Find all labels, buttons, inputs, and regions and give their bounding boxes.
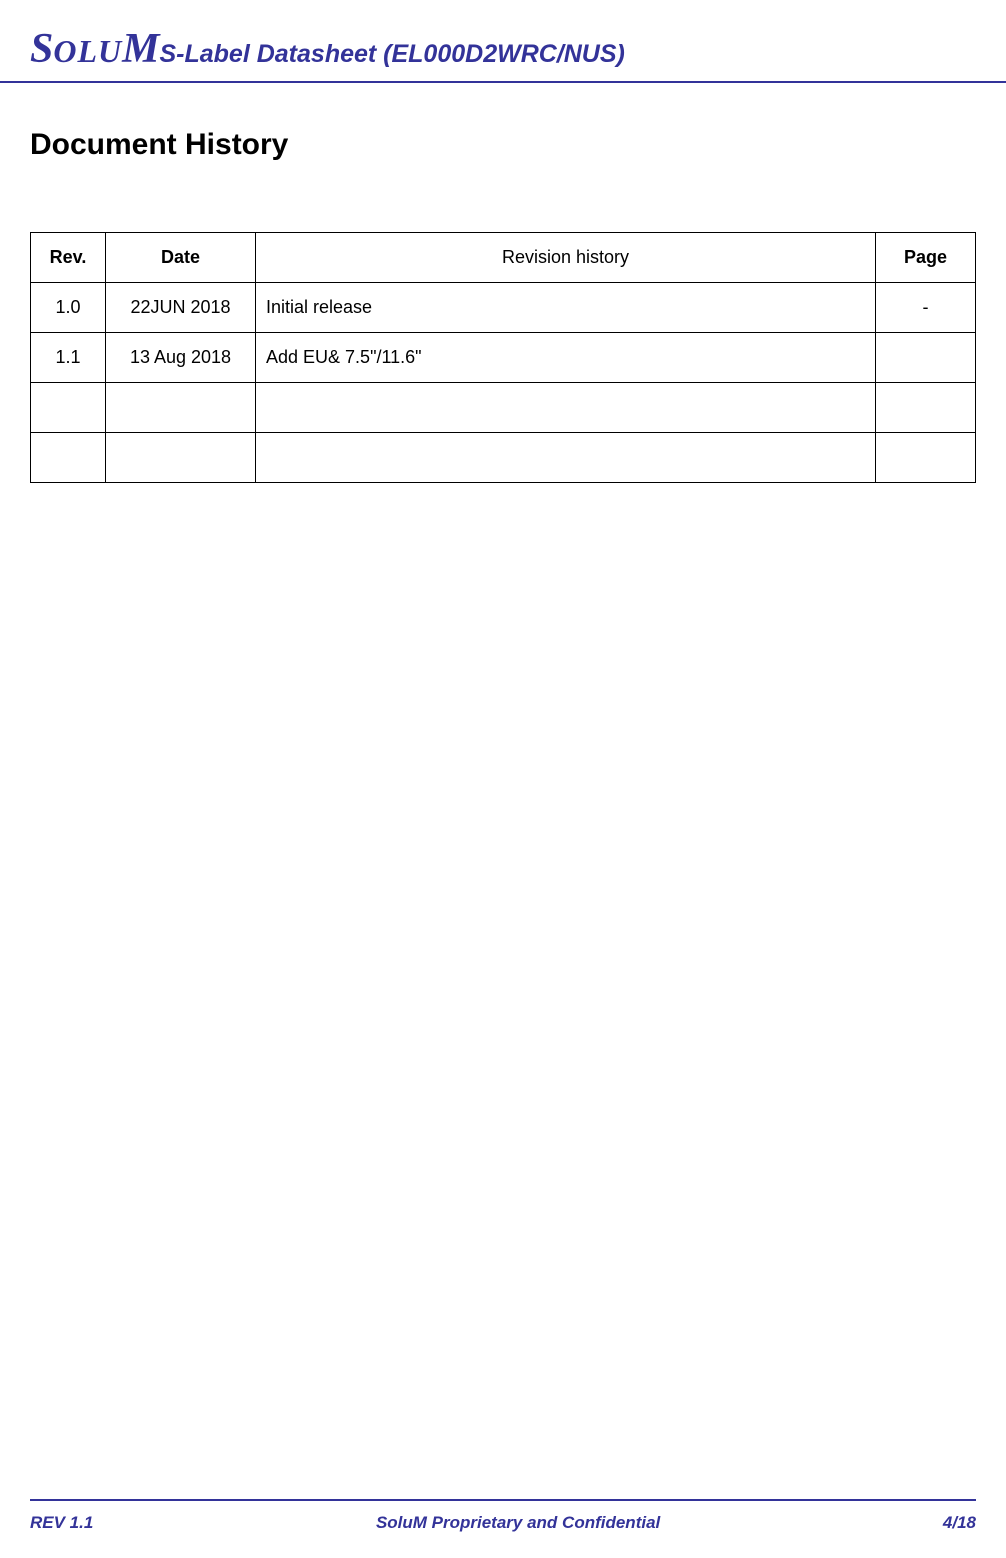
cell-rev [31,433,106,483]
cell-date: 22JUN 2018 [106,283,256,333]
cell-history [256,433,876,483]
footer-rev: REV 1.1 [30,1513,93,1533]
table-row [31,383,976,433]
content: Document History Rev. Date Revision hist… [0,83,1006,483]
logo-olu: OLU [53,33,122,70]
cell-page: - [876,283,976,333]
page-header: S OLU M S-Label Datasheet (EL000D2WRC/NU… [0,0,1006,83]
table-row: 1.0 22JUN 2018 Initial release - [31,283,976,333]
logo-m: M [122,25,159,73]
page-footer: REV 1.1 SoluM Proprietary and Confidenti… [30,1499,976,1533]
history-table: Rev. Date Revision history Page 1.0 22JU… [30,232,976,483]
cell-date [106,433,256,483]
cell-rev: 1.1 [31,333,106,383]
cell-history [256,383,876,433]
footer-center: SoluM Proprietary and Confidential [376,1513,660,1533]
table-row [31,433,976,483]
col-header-page: Page [876,233,976,283]
table-header-row: Rev. Date Revision history Page [31,233,976,283]
cell-rev: 1.0 [31,283,106,333]
cell-page [876,383,976,433]
logo: S OLU M [30,25,159,73]
cell-history: Initial release [256,283,876,333]
document-title: Document History [30,128,976,162]
cell-page [876,333,976,383]
cell-date: 13 Aug 2018 [106,333,256,383]
header-title: S-Label Datasheet (EL000D2WRC/NUS) [159,40,624,73]
col-header-date: Date [106,233,256,283]
cell-page [876,433,976,483]
col-header-history: Revision history [256,233,876,283]
table-row: 1.1 13 Aug 2018 Add EU& 7.5"/11.6" [31,333,976,383]
footer-page: 4/18 [943,1513,976,1533]
cell-rev [31,383,106,433]
logo-s: S [30,25,53,73]
cell-history: Add EU& 7.5"/11.6" [256,333,876,383]
cell-date [106,383,256,433]
col-header-rev: Rev. [31,233,106,283]
